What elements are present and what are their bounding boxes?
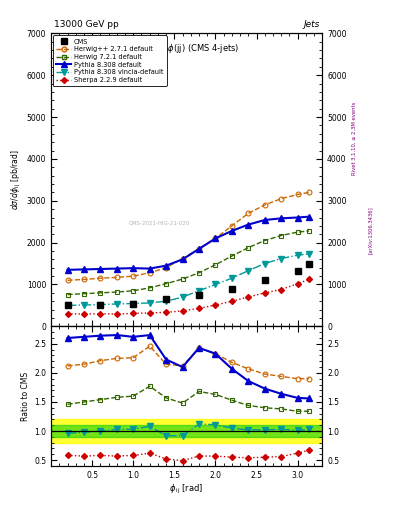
Y-axis label: Ratio to CMS: Ratio to CMS xyxy=(21,372,30,421)
Y-axis label: $d\sigma/d\phi_{\rm\,ij}$ [pb/rad]: $d\sigma/d\phi_{\rm\,ij}$ [pb/rad] xyxy=(9,150,22,210)
Text: Rivet 3.1.10, ≥ 2.3M events: Rivet 3.1.10, ≥ 2.3M events xyxy=(352,101,357,175)
Bar xyxy=(51,425,322,437)
Legend: CMS, Herwig++ 2.7.1 default, Herwig 7.2.1 default, Pythia 8.308 default, Pythia : CMS, Herwig++ 2.7.1 default, Herwig 7.2.… xyxy=(53,35,167,87)
Bar xyxy=(51,419,322,443)
X-axis label: $\phi_{\rm\,ij}$ [rad]: $\phi_{\rm\,ij}$ [rad] xyxy=(169,482,204,496)
Text: Jets: Jets xyxy=(303,20,320,29)
Text: [arXiv:1306.3436]: [arXiv:1306.3436] xyxy=(367,206,373,254)
Text: $\Delta\phi$(jj) (CMS 4-jets): $\Delta\phi$(jj) (CMS 4-jets) xyxy=(162,42,239,55)
Text: CMS-2021-HIG-21-020: CMS-2021-HIG-21-020 xyxy=(129,221,190,226)
Text: 13000 GeV pp: 13000 GeV pp xyxy=(54,20,119,29)
